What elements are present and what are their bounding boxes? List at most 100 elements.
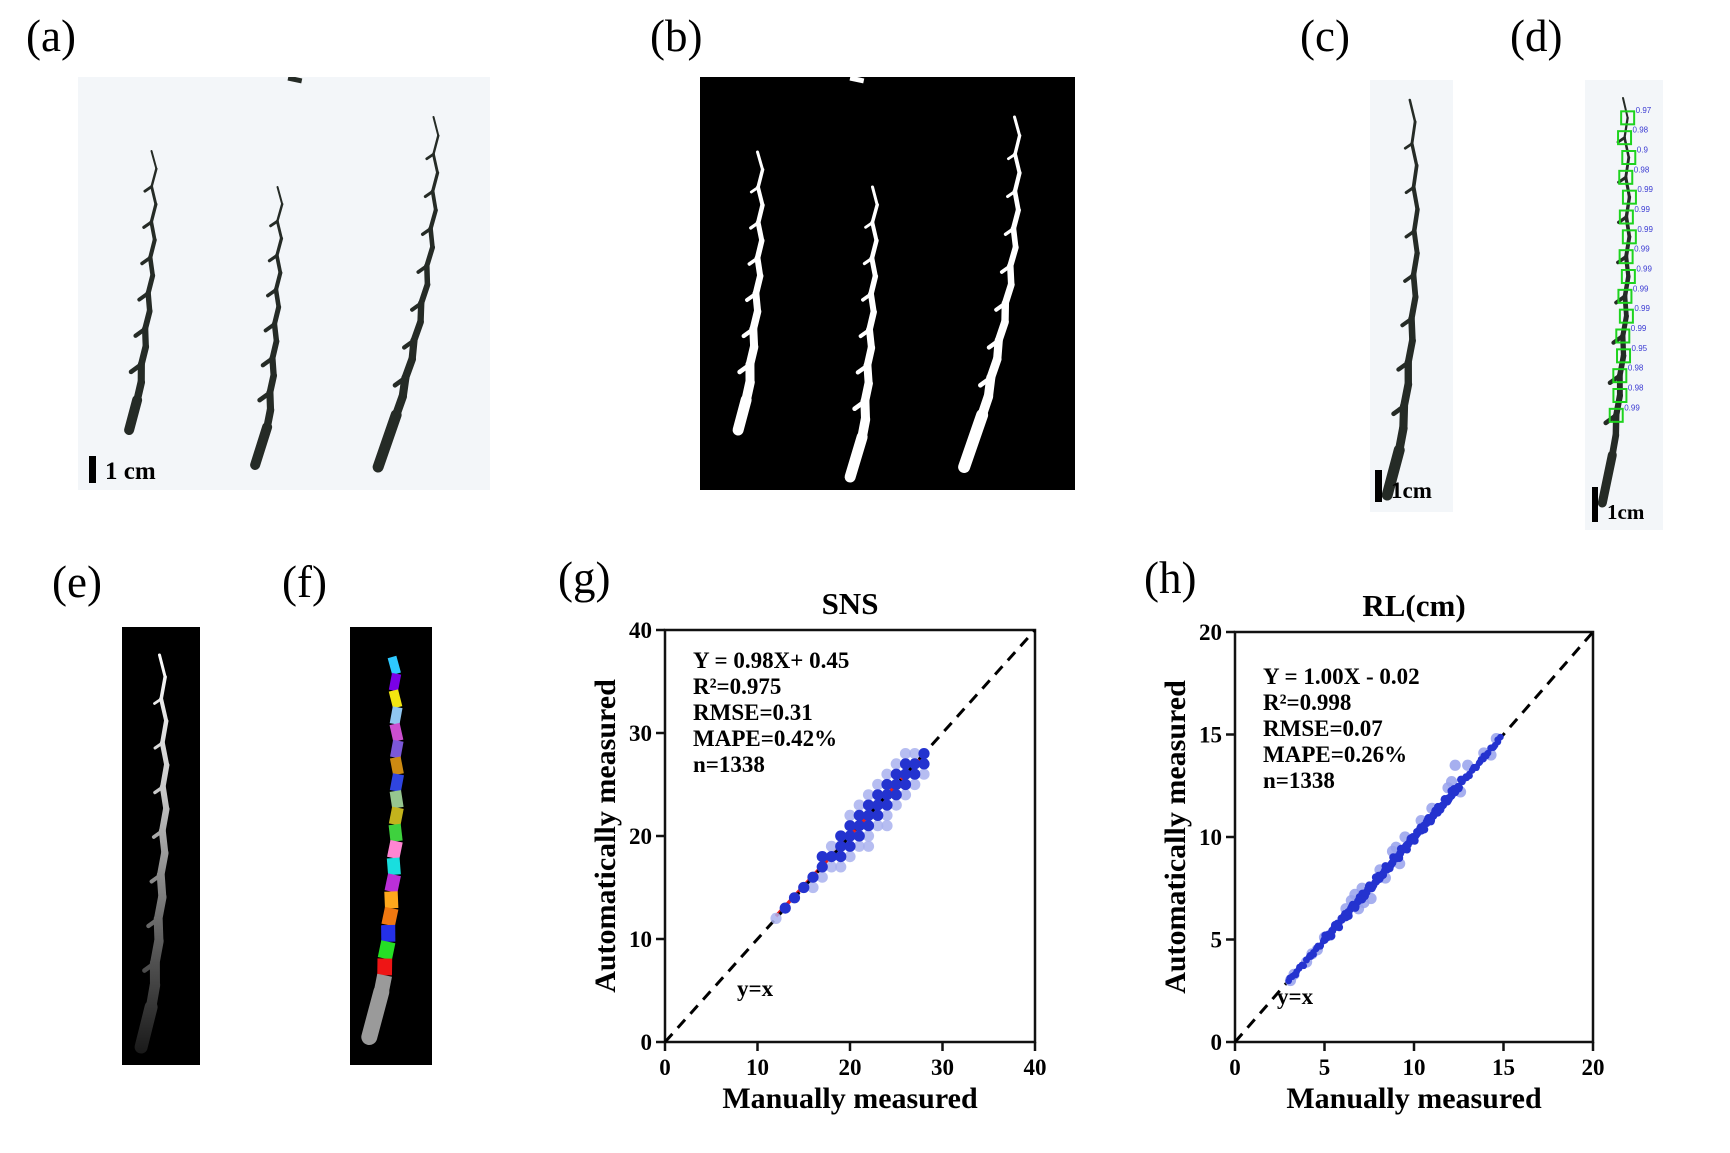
detection-score: 0.99 bbox=[1624, 403, 1640, 412]
segment bbox=[388, 806, 404, 826]
detection-score: 0.98 bbox=[1628, 364, 1644, 373]
segment bbox=[389, 706, 403, 725]
detection-boxes: 0.97 0.98 0.9 0.98 0.99 0.99 0.99 0.99 0.99 0.99 0… bbox=[1608, 106, 1654, 423]
panel-e-label: (e) bbox=[52, 557, 102, 607]
y-axis-label: Automatically measured bbox=[1159, 680, 1192, 994]
chart-title: RL(cm) bbox=[1362, 588, 1465, 623]
spike-2-mask bbox=[844, 185, 879, 483]
stats-line: MAPE=0.26% bbox=[1263, 742, 1407, 767]
x-tick-label: 10 bbox=[746, 1055, 769, 1080]
panel-c-photo bbox=[1370, 80, 1453, 512]
scale-bar-d-mark bbox=[1592, 487, 1598, 522]
segment bbox=[377, 940, 396, 960]
detection-box bbox=[1615, 328, 1631, 344]
detection-box bbox=[1617, 288, 1633, 304]
scale-bar-c-text: 1cm bbox=[1391, 478, 1432, 504]
panel-c-label: (c) bbox=[1300, 11, 1350, 61]
y-tick-label: 5 bbox=[1211, 928, 1223, 953]
y-tick-label: 30 bbox=[629, 721, 652, 746]
y-tick-label: 0 bbox=[1211, 1030, 1223, 1055]
scale-bar-d: 1cm bbox=[1592, 487, 1645, 525]
detection-box bbox=[1608, 407, 1624, 423]
detection-box bbox=[1617, 130, 1633, 146]
x-tick-label: 10 bbox=[1403, 1055, 1426, 1080]
y-axis-label: Automatically measured bbox=[589, 679, 622, 993]
identity-label: y=x bbox=[1277, 984, 1314, 1009]
stats-line: R²=0.998 bbox=[1263, 690, 1351, 715]
x-tick-label: 30 bbox=[931, 1055, 954, 1080]
spike-1-mask bbox=[732, 150, 765, 436]
identity-label: y=x bbox=[737, 976, 774, 1001]
x-tick-label: 0 bbox=[1229, 1055, 1241, 1080]
scale-bar-d-text: 1cm bbox=[1607, 500, 1645, 525]
detection-score: 0.95 bbox=[1632, 344, 1648, 353]
x-axis-label: Manually measured bbox=[1286, 1082, 1542, 1115]
detection-score: 0.98 bbox=[1628, 384, 1644, 393]
detection-score: 0.99 bbox=[1637, 225, 1653, 234]
segment bbox=[384, 891, 399, 909]
panel-d-label: (d) bbox=[1510, 11, 1563, 61]
stats-line: RMSE=0.07 bbox=[1263, 716, 1383, 741]
x-tick-label: 20 bbox=[1582, 1055, 1605, 1080]
stats-line: Y = 0.98X+ 0.45 bbox=[693, 648, 849, 673]
x-tick-label: 20 bbox=[839, 1055, 862, 1080]
segment bbox=[390, 739, 404, 759]
segment bbox=[388, 672, 402, 692]
detection-score: 0.99 bbox=[1631, 324, 1647, 333]
y-tick-label: 10 bbox=[1199, 825, 1222, 850]
detection-box bbox=[1620, 110, 1636, 126]
spike-3 bbox=[372, 116, 440, 473]
detection-box bbox=[1621, 189, 1637, 205]
scale-bar-c-mark bbox=[1375, 470, 1382, 502]
panel-background bbox=[78, 77, 490, 490]
detection-box bbox=[1618, 209, 1634, 225]
y-tick-label: 20 bbox=[1199, 620, 1222, 645]
spike-1 bbox=[124, 150, 158, 435]
y-tick-label: 10 bbox=[629, 927, 652, 952]
segment bbox=[389, 756, 404, 776]
detection-box bbox=[1612, 388, 1628, 403]
stats-line: n=1338 bbox=[1263, 768, 1335, 793]
instance-segments bbox=[361, 655, 404, 1045]
detection-box bbox=[1621, 229, 1637, 245]
detection-box bbox=[1621, 150, 1637, 165]
segment bbox=[381, 906, 399, 927]
y-tick-label: 0 bbox=[641, 1030, 653, 1055]
detection-score: 0.99 bbox=[1633, 284, 1649, 293]
segment bbox=[388, 689, 403, 709]
spike-3-mask bbox=[958, 115, 1022, 473]
segment bbox=[387, 840, 403, 860]
detection-score: 0.99 bbox=[1634, 245, 1650, 254]
detection-score: 0.99 bbox=[1634, 205, 1650, 214]
scale-bar-a-text: 1 cm bbox=[105, 457, 156, 485]
y-tick-label: 20 bbox=[629, 824, 652, 849]
segment bbox=[389, 773, 404, 793]
detection-box bbox=[1618, 249, 1634, 265]
spike-gradient bbox=[134, 653, 170, 1054]
panel-b-label: (b) bbox=[650, 11, 703, 61]
stats-line: n=1338 bbox=[693, 752, 765, 777]
stats-line: Y = 1.00X - 0.02 bbox=[1263, 664, 1420, 689]
panel-f-label: (f) bbox=[282, 557, 327, 607]
points-dark bbox=[779, 748, 930, 914]
detection-box bbox=[1620, 269, 1636, 284]
segment bbox=[384, 873, 401, 893]
y-tick-label: 40 bbox=[629, 618, 652, 643]
segment bbox=[389, 790, 404, 809]
stats-line: MAPE=0.42% bbox=[693, 726, 837, 751]
detection-box bbox=[1618, 169, 1634, 185]
detection-score: 0.99 bbox=[1636, 265, 1652, 274]
panel-f-segments bbox=[350, 627, 432, 1065]
points-dark bbox=[1285, 733, 1504, 985]
x-tick-label: 15 bbox=[1492, 1055, 1515, 1080]
stats-line: R²=0.975 bbox=[693, 674, 781, 699]
chart-title: SNS bbox=[822, 586, 879, 621]
segment bbox=[387, 655, 401, 675]
x-tick-label: 5 bbox=[1319, 1055, 1331, 1080]
panel-background bbox=[1370, 80, 1453, 512]
detection-box bbox=[1618, 308, 1634, 324]
segment bbox=[389, 722, 404, 742]
detection-score: 0.98 bbox=[1634, 165, 1650, 174]
